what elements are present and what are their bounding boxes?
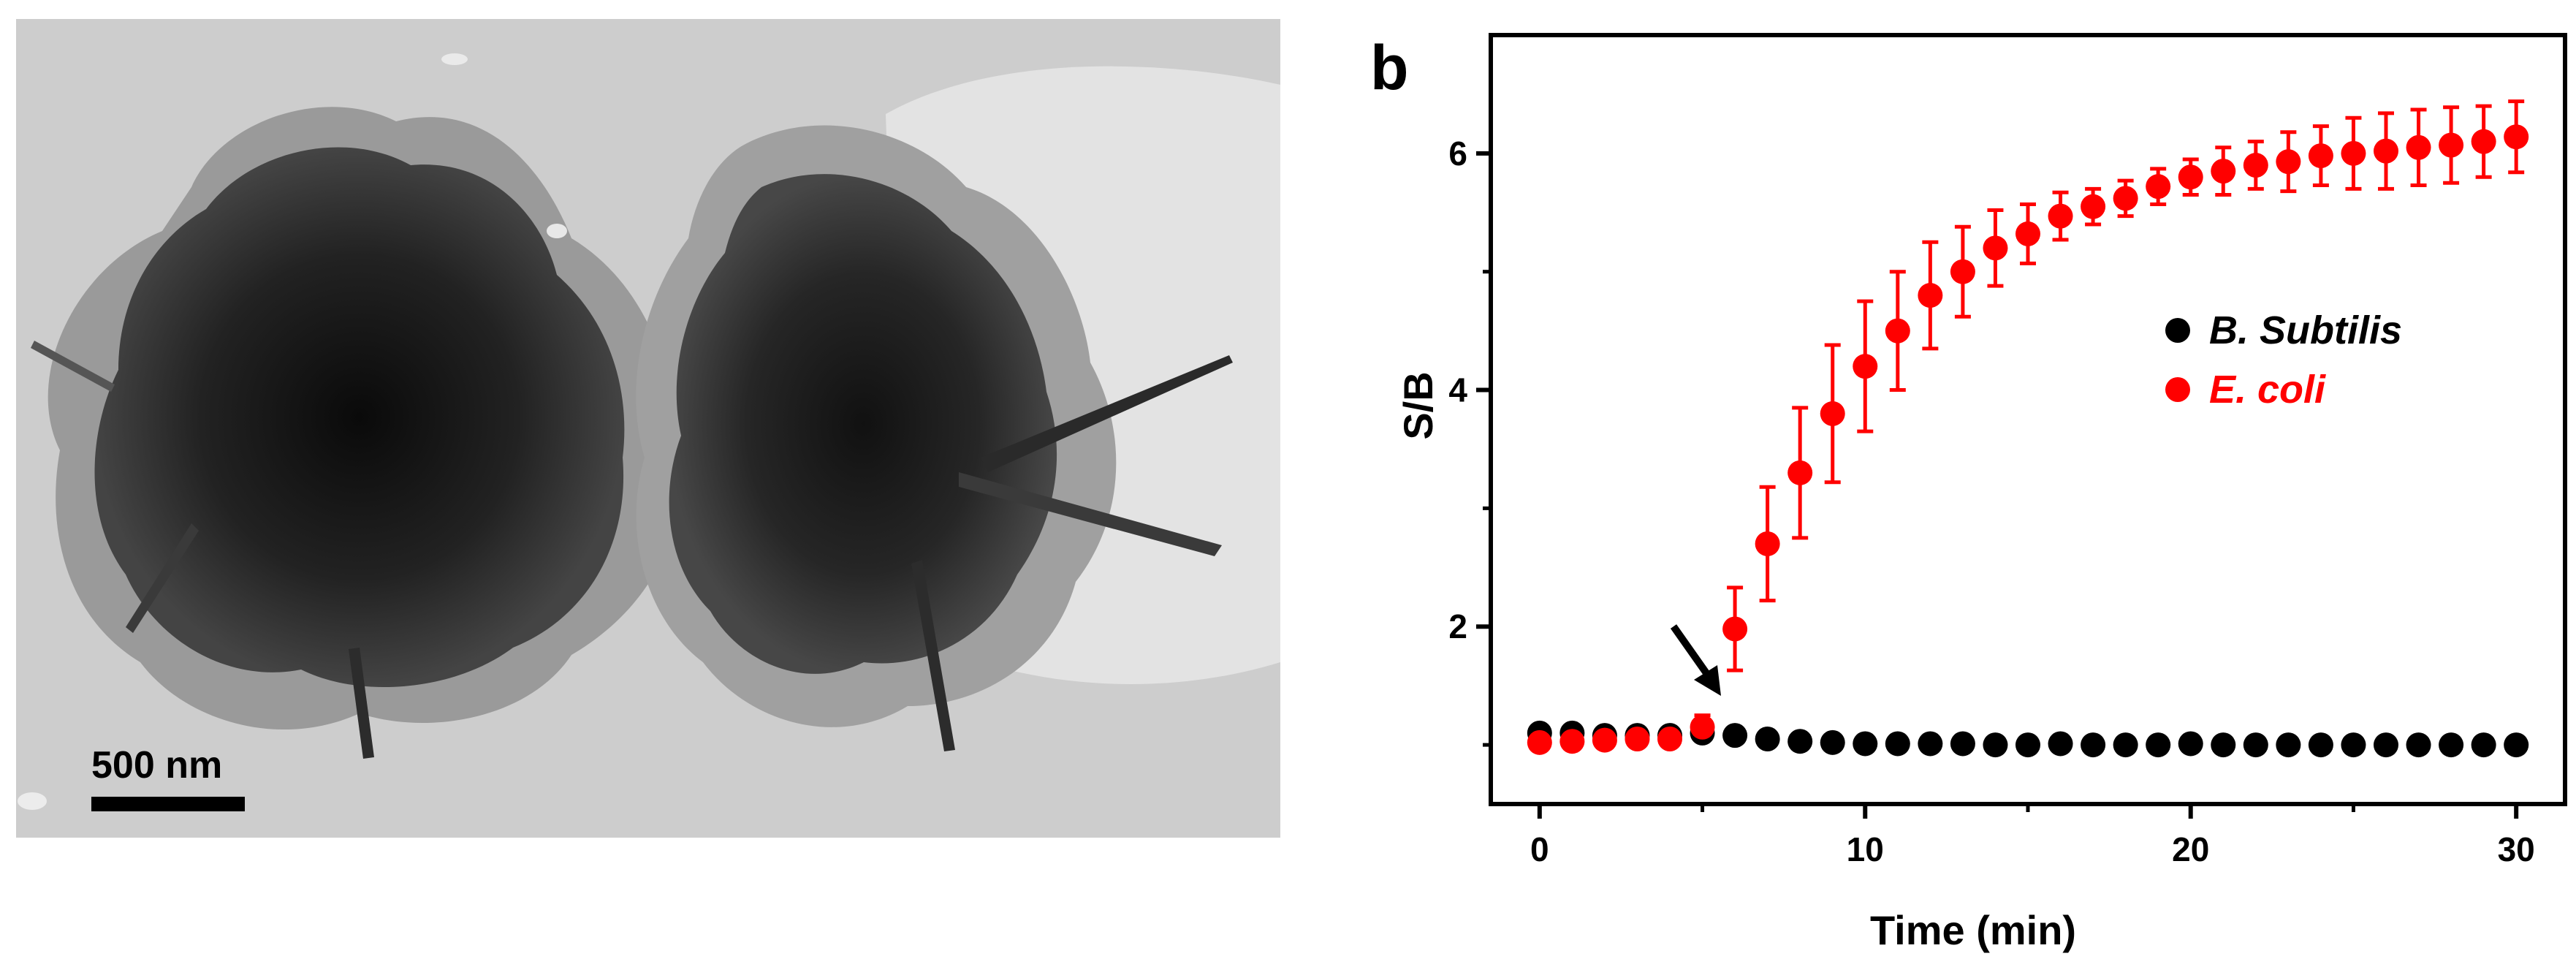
- point-b-subtilis: [2048, 731, 2073, 757]
- point-b-subtilis: [1950, 731, 1975, 757]
- point-e-coli: [1657, 726, 1682, 751]
- point-b-subtilis: [1983, 732, 2008, 758]
- y-tick-label: 6: [1448, 134, 1467, 173]
- point-b-subtilis: [2211, 732, 2236, 758]
- legend-marker-b-subtilis: [2165, 318, 2190, 343]
- point-b-subtilis: [2374, 732, 2398, 758]
- injection-arrow-head: [1694, 665, 1721, 696]
- point-e-coli: [1592, 727, 1617, 753]
- point-e-coli: [2276, 149, 2301, 175]
- point-b-subtilis: [1885, 731, 1910, 757]
- point-e-coli: [1950, 259, 1975, 284]
- x-tick-label: 20: [2172, 830, 2209, 868]
- point-e-coli: [2113, 186, 2138, 211]
- point-b-subtilis: [2439, 732, 2464, 758]
- x-tick-label: 30: [2498, 830, 2535, 868]
- point-e-coli: [2406, 134, 2431, 160]
- legend-label-b-subtilis: B. Subtilis: [2209, 308, 2402, 352]
- point-b-subtilis: [1755, 726, 1780, 751]
- point-e-coli: [2439, 132, 2464, 158]
- point-e-coli: [1690, 714, 1715, 740]
- point-b-subtilis: [2015, 732, 2040, 758]
- point-e-coli: [2081, 194, 2106, 219]
- point-e-coli: [2341, 140, 2366, 166]
- point-e-coli: [1885, 318, 1910, 344]
- point-b-subtilis: [2146, 732, 2171, 758]
- point-e-coli: [1755, 531, 1780, 556]
- panel-label-b: b: [1370, 33, 1409, 103]
- tem-micrograph: [16, 19, 1280, 838]
- chart-svg: 0 10 20 30 2 4 6 B. Subtilis E. coli Time (min…: [1395, 33, 2567, 953]
- x-axis-title: Time (min): [1870, 907, 2076, 953]
- point-e-coli: [2374, 138, 2398, 164]
- point-e-coli: [2504, 124, 2529, 150]
- point-b-subtilis: [2276, 732, 2301, 758]
- point-e-coli: [2048, 203, 2073, 229]
- point-b-subtilis: [2504, 732, 2529, 758]
- point-e-coli: [1722, 616, 1748, 642]
- point-b-subtilis: [2243, 732, 2268, 758]
- point-e-coli: [1853, 354, 1878, 379]
- point-b-subtilis: [2341, 732, 2366, 758]
- legend-label-e-coli: E. coli: [2209, 368, 2326, 412]
- point-b-subtilis: [1722, 723, 1748, 748]
- point-e-coli: [1820, 401, 1845, 426]
- x-tick-label: 10: [1847, 830, 1884, 868]
- y-tick-label: 4: [1448, 371, 1467, 409]
- y-tick-label: 2: [1448, 607, 1467, 645]
- point-e-coli: [1787, 460, 1813, 485]
- point-b-subtilis: [1853, 731, 1878, 757]
- x-tick-label: 0: [1530, 830, 1549, 868]
- point-b-subtilis: [2406, 732, 2431, 758]
- point-e-coli: [1559, 729, 1585, 754]
- injection-arrow: [1670, 624, 1714, 681]
- point-e-coli: [2243, 153, 2268, 178]
- point-b-subtilis: [1820, 729, 1845, 755]
- point-e-coli: [2015, 221, 2040, 246]
- point-e-coli: [2211, 159, 2236, 184]
- point-e-coli: [2471, 129, 2496, 154]
- point-e-coli: [2308, 143, 2333, 169]
- point-b-subtilis: [1918, 731, 1943, 757]
- point-b-subtilis: [1787, 729, 1813, 754]
- point-b-subtilis: [2178, 731, 2203, 757]
- point-b-subtilis: [2113, 732, 2138, 758]
- chart-panel-b: 0 10 20 30 2 4 6 B. Subtilis E. coli Time (min…: [1374, 0, 2572, 978]
- micrograph-image: [16, 19, 1280, 838]
- point-b-subtilis: [2081, 732, 2106, 758]
- plot-frame: [1489, 33, 2567, 806]
- point-e-coli: [2178, 164, 2203, 190]
- point-e-coli: [1625, 726, 1650, 751]
- point-e-coli: [1527, 729, 1552, 755]
- point-e-coli: [1983, 235, 2008, 261]
- scale-bar-label: 500 nm: [91, 744, 223, 786]
- legend-marker-e-coli: [2165, 377, 2190, 402]
- point-b-subtilis: [2471, 732, 2496, 758]
- point-e-coli: [1918, 283, 1943, 308]
- point-b-subtilis: [2308, 732, 2333, 758]
- y-axis-title: S/B: [1395, 371, 1441, 439]
- scale-bar: [91, 797, 245, 811]
- point-e-coli: [2146, 174, 2171, 200]
